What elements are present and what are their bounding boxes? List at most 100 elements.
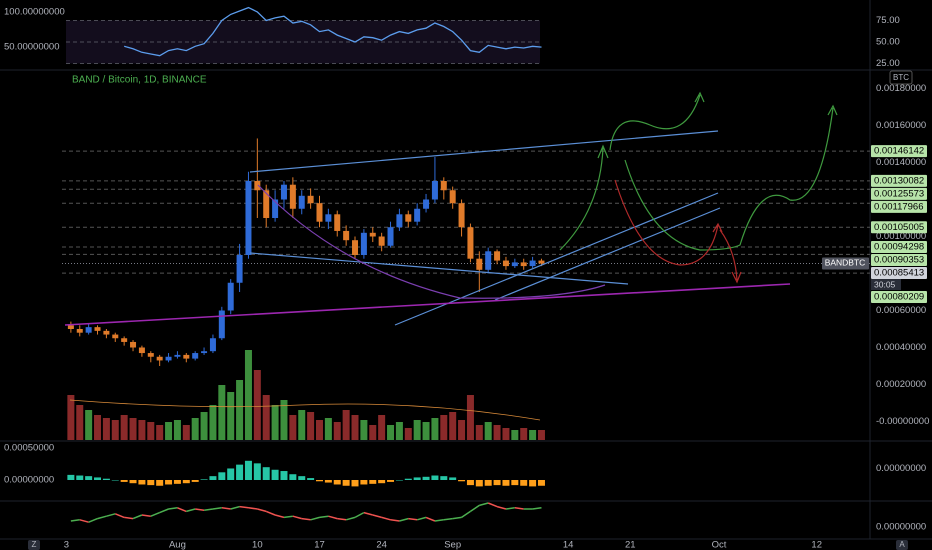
y-tick-label: -0.00000000 <box>876 416 929 427</box>
volume-bar <box>369 425 377 440</box>
candle-body <box>67 325 74 329</box>
candle-body <box>263 190 270 218</box>
y-tick-label: 0.00100000 <box>876 231 926 242</box>
candle-body <box>289 184 296 209</box>
volume-bar <box>378 415 386 440</box>
histogram-bar <box>324 479 332 483</box>
left-button[interactable] <box>28 540 40 550</box>
volume-bar <box>147 422 155 440</box>
oscillator-segment <box>79 519 89 523</box>
level-label: 0.00080209 <box>874 292 924 303</box>
volume-bar <box>182 425 190 440</box>
oscillator-segment <box>265 510 276 516</box>
candle-body <box>138 347 145 354</box>
x-tick-label: 12 <box>811 540 822 550</box>
candle-body <box>360 232 367 255</box>
candle-body <box>396 214 403 228</box>
histogram-bar <box>307 478 315 480</box>
oscillator-segment <box>283 515 293 519</box>
right-button[interactable] <box>896 540 908 550</box>
histogram-bar <box>173 479 181 484</box>
histogram-bar <box>511 479 519 486</box>
oscillator-segment <box>301 517 311 521</box>
volume-bar <box>262 395 270 440</box>
volume-bar <box>165 422 173 440</box>
oscillator-segment <box>195 508 205 511</box>
axis-layer: 3 Aug 10 17 24 Sep 14 21 Oct 12 0.00180000 0.001600… <box>4 6 929 550</box>
histogram-bar <box>502 479 510 486</box>
volume-bar <box>307 412 315 440</box>
candle-body <box>334 214 341 231</box>
candle-body <box>94 327 101 331</box>
candle-body <box>103 330 110 335</box>
oscillator-segment <box>434 519 444 522</box>
candle-body <box>529 260 536 267</box>
volume-bar <box>129 418 137 440</box>
last-price-box <box>871 267 927 280</box>
candle-body <box>174 354 181 357</box>
volume-bar <box>395 422 403 440</box>
level-box <box>871 241 927 254</box>
volume-bar <box>244 350 252 440</box>
candle-body <box>183 354 190 359</box>
candle-body <box>485 251 492 270</box>
oscillator-segment <box>141 514 151 517</box>
histogram-bar <box>537 479 545 486</box>
oscillator-segment <box>239 505 249 509</box>
histogram-bar <box>271 469 279 480</box>
volume-bar <box>94 415 102 440</box>
volume-bar <box>511 430 519 440</box>
oscillator-segment <box>514 507 524 510</box>
histogram-bar <box>431 475 439 480</box>
oscillator-segment <box>452 516 462 520</box>
candle-body <box>85 327 92 333</box>
volume-bar <box>360 420 368 440</box>
volume-bar <box>502 428 510 440</box>
volume-bar <box>458 420 466 440</box>
level-box <box>871 145 927 158</box>
oscillator-segment <box>328 515 338 520</box>
candle-body <box>352 240 359 255</box>
volume-bar <box>173 420 181 440</box>
left-button-label[interactable]: Z <box>32 540 37 549</box>
candle-body <box>254 181 261 191</box>
y-tick-label: 0.00000000 <box>4 475 54 486</box>
x-tick-label: 21 <box>625 540 636 550</box>
level-box <box>871 187 927 200</box>
histogram-bar <box>191 479 199 482</box>
volume-bar <box>271 405 279 440</box>
oscillator-segment <box>248 507 258 510</box>
candle-body <box>431 181 438 200</box>
candle-body <box>476 258 483 270</box>
currency-box[interactable] <box>889 70 913 85</box>
currency-label[interactable]: BTC <box>893 73 909 82</box>
oscillator-segment <box>505 507 515 510</box>
histogram-bar <box>120 479 128 482</box>
candle-body <box>387 227 394 246</box>
volume-bar <box>431 418 439 440</box>
histogram-bar <box>129 479 137 484</box>
rsi-line <box>124 6 542 57</box>
candle-body <box>245 181 252 255</box>
x-tick-label: 24 <box>376 540 387 550</box>
oscillator-segment <box>97 515 107 520</box>
oscillator-segment <box>487 502 498 508</box>
volume-bar <box>138 420 146 440</box>
candle-body <box>405 214 412 222</box>
oscillator-segment <box>470 504 480 513</box>
candle-body <box>236 255 243 283</box>
oscillator-segment <box>461 510 471 519</box>
oscillator-segment <box>159 508 169 514</box>
histogram-bar <box>529 479 537 487</box>
histogram-bar <box>387 479 395 482</box>
level-box <box>871 174 927 187</box>
oscillator-segment <box>203 508 214 511</box>
right-button-label[interactable]: A <box>899 540 905 549</box>
oscillator-segment <box>532 507 542 510</box>
y-tick-label: 0.00060000 <box>876 305 926 316</box>
candle-body <box>192 353 199 359</box>
volume-bar <box>493 425 501 440</box>
level-box <box>871 291 927 304</box>
y-tick-label: 0.00160000 <box>876 120 926 131</box>
